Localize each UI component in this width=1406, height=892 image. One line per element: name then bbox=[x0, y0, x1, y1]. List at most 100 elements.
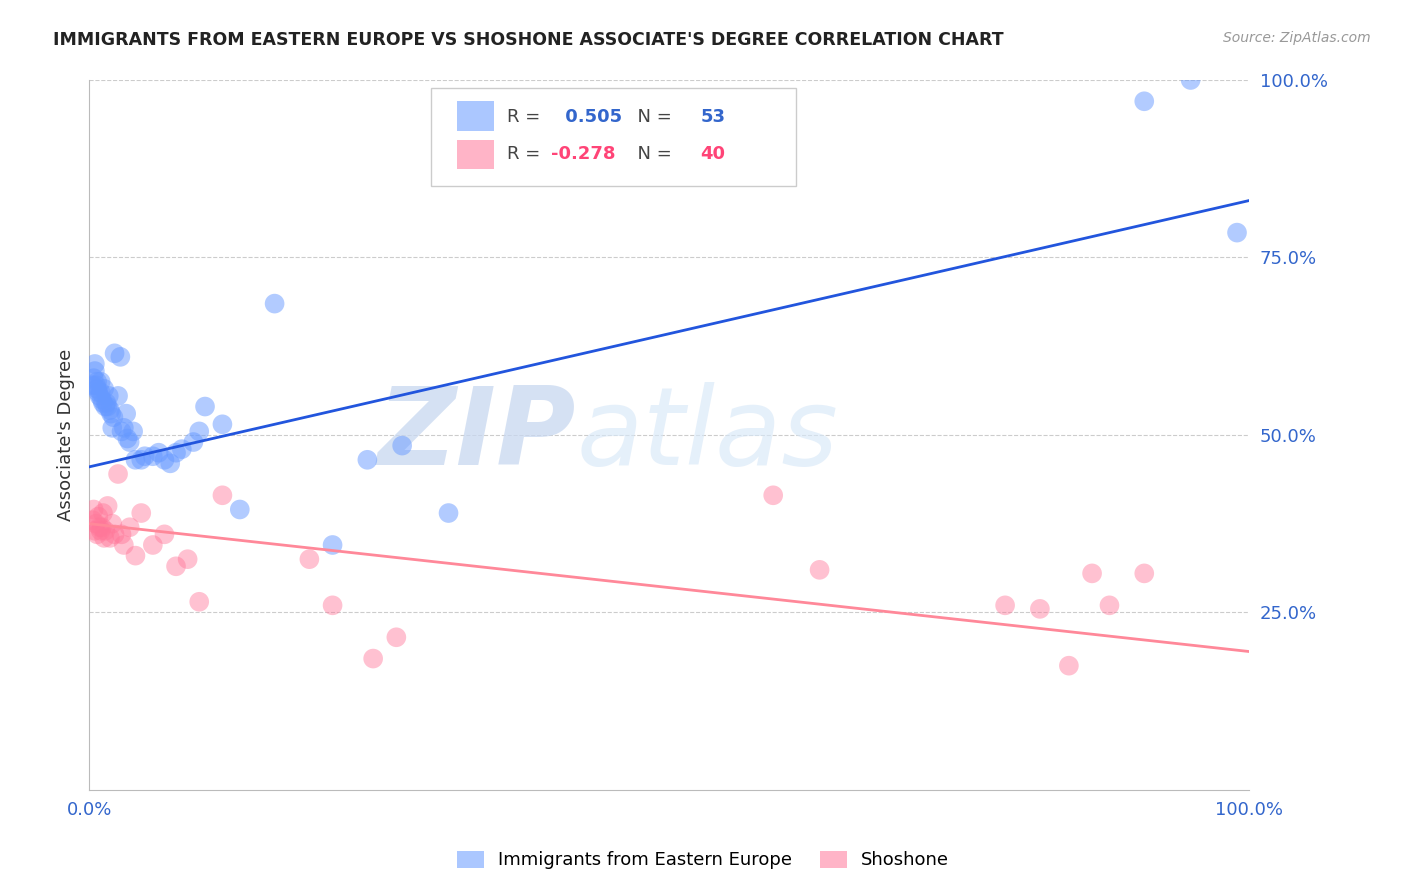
Legend: Immigrants from Eastern Europe, Shoshone: Immigrants from Eastern Europe, Shoshone bbox=[449, 842, 957, 879]
Point bbox=[96, 396, 118, 410]
Point bbox=[1081, 566, 1104, 581]
Point bbox=[86, 375, 108, 389]
Point bbox=[118, 520, 141, 534]
Point bbox=[263, 296, 285, 310]
Point bbox=[82, 513, 104, 527]
Point bbox=[134, 449, 156, 463]
Text: ZIP: ZIP bbox=[378, 382, 576, 488]
Point bbox=[1133, 95, 1156, 109]
Point bbox=[101, 421, 124, 435]
Point bbox=[83, 502, 105, 516]
Point bbox=[298, 552, 321, 566]
Point bbox=[90, 524, 112, 538]
Point bbox=[229, 502, 252, 516]
Point bbox=[90, 385, 112, 400]
Point bbox=[170, 442, 193, 457]
Point bbox=[83, 371, 105, 385]
Text: N =: N = bbox=[626, 108, 678, 126]
Point bbox=[322, 599, 344, 613]
Point bbox=[103, 527, 125, 541]
Point bbox=[153, 527, 176, 541]
Point bbox=[97, 400, 120, 414]
Point bbox=[84, 516, 107, 531]
Point bbox=[159, 456, 181, 470]
Point bbox=[188, 595, 211, 609]
Point bbox=[86, 382, 108, 396]
Point bbox=[361, 651, 384, 665]
Point bbox=[91, 396, 114, 410]
Point bbox=[188, 425, 211, 439]
Point bbox=[118, 435, 141, 450]
Point bbox=[142, 449, 165, 463]
Point bbox=[176, 552, 198, 566]
Point bbox=[1057, 658, 1080, 673]
Point bbox=[994, 599, 1017, 613]
Point bbox=[93, 531, 115, 545]
Point bbox=[391, 439, 413, 453]
Point bbox=[762, 488, 785, 502]
Point bbox=[808, 563, 831, 577]
Point bbox=[112, 421, 135, 435]
Point bbox=[90, 375, 112, 389]
Text: R =: R = bbox=[506, 108, 546, 126]
Point bbox=[122, 425, 145, 439]
Point bbox=[129, 452, 152, 467]
Point bbox=[1180, 73, 1202, 87]
Point bbox=[100, 407, 122, 421]
Point bbox=[89, 520, 111, 534]
Point bbox=[110, 425, 132, 439]
Point bbox=[211, 417, 233, 432]
Text: -0.278: -0.278 bbox=[551, 145, 614, 163]
Point bbox=[124, 549, 146, 563]
Point bbox=[112, 538, 135, 552]
Point bbox=[91, 506, 114, 520]
Point bbox=[165, 559, 187, 574]
Point bbox=[97, 499, 120, 513]
FancyBboxPatch shape bbox=[432, 88, 796, 186]
Point bbox=[110, 527, 132, 541]
Point bbox=[356, 452, 378, 467]
Point bbox=[107, 467, 129, 481]
Text: Source: ZipAtlas.com: Source: ZipAtlas.com bbox=[1223, 31, 1371, 45]
Point bbox=[83, 524, 105, 538]
Bar bbox=[457, 102, 494, 131]
Point bbox=[84, 378, 107, 392]
Point bbox=[98, 531, 121, 545]
Point bbox=[103, 346, 125, 360]
Point bbox=[1098, 599, 1121, 613]
Point bbox=[87, 509, 110, 524]
Point bbox=[142, 538, 165, 552]
Point bbox=[98, 403, 121, 417]
Text: R =: R = bbox=[506, 145, 546, 163]
Text: IMMIGRANTS FROM EASTERN EUROPE VS SHOSHONE ASSOCIATE'S DEGREE CORRELATION CHART: IMMIGRANTS FROM EASTERN EUROPE VS SHOSHO… bbox=[53, 31, 1004, 49]
Point bbox=[97, 389, 120, 403]
Bar bbox=[457, 140, 494, 169]
Point bbox=[107, 389, 129, 403]
Point bbox=[153, 452, 176, 467]
Point bbox=[117, 432, 139, 446]
Point bbox=[129, 506, 152, 520]
Point bbox=[124, 452, 146, 467]
Point bbox=[165, 446, 187, 460]
Point bbox=[183, 435, 205, 450]
Point bbox=[110, 350, 132, 364]
Point bbox=[385, 630, 408, 644]
Text: 0.505: 0.505 bbox=[558, 108, 621, 126]
Point bbox=[89, 389, 111, 403]
Point bbox=[103, 410, 125, 425]
Point bbox=[90, 520, 112, 534]
Point bbox=[115, 407, 138, 421]
Point bbox=[82, 378, 104, 392]
Point bbox=[322, 538, 344, 552]
Point bbox=[211, 488, 233, 502]
Text: 40: 40 bbox=[700, 145, 725, 163]
Point bbox=[94, 400, 117, 414]
Point bbox=[148, 446, 170, 460]
Point bbox=[1226, 226, 1249, 240]
Point bbox=[90, 392, 112, 407]
Point bbox=[83, 364, 105, 378]
Text: 53: 53 bbox=[700, 108, 725, 126]
Text: N =: N = bbox=[626, 145, 678, 163]
Point bbox=[94, 524, 117, 538]
Text: atlas: atlas bbox=[576, 383, 838, 487]
